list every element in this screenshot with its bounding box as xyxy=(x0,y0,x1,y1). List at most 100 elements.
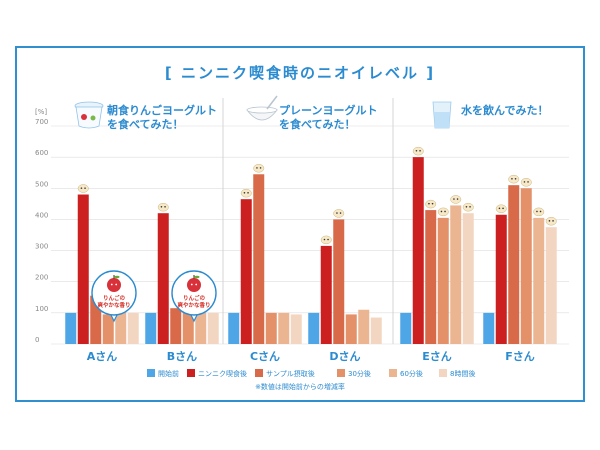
grid-lines: 0 100 200 300 400 500 600 700 [%] xyxy=(35,98,569,345)
face-eye xyxy=(552,220,554,222)
bubble-text-line1: りんごの xyxy=(103,294,126,302)
bar xyxy=(533,217,545,344)
smell-face-icon xyxy=(437,207,449,217)
bar xyxy=(102,314,114,344)
y-tick-label: 200 xyxy=(35,274,48,282)
face-eye xyxy=(527,181,529,183)
bar xyxy=(90,295,102,344)
face-eye xyxy=(453,198,455,200)
apple-stem xyxy=(113,275,115,279)
group-title-line1: 朝食りんごヨーグルト xyxy=(107,103,217,117)
bubble-text-line2: 爽やかな香り xyxy=(177,301,210,309)
y-tick-label: 400 xyxy=(35,211,48,219)
smell-face-icon xyxy=(412,146,424,156)
face-eye xyxy=(536,210,538,213)
smell-face-icon xyxy=(508,174,520,184)
x-category-label: Eさん xyxy=(422,350,452,363)
face-head xyxy=(253,164,265,173)
apple-body xyxy=(187,278,201,292)
bar xyxy=(182,311,194,344)
apple-leaf xyxy=(194,275,200,279)
apple-body xyxy=(107,278,121,292)
apple-icon xyxy=(107,275,121,292)
legend-item: 60分後 xyxy=(389,369,423,378)
apple-eye xyxy=(110,283,113,286)
smell-face-icon xyxy=(495,204,507,214)
legend-swatch xyxy=(255,369,263,377)
face-eye xyxy=(164,206,166,208)
face-head xyxy=(240,188,252,198)
face-head xyxy=(450,195,462,204)
smell-face-icon xyxy=(77,184,89,193)
face-eye xyxy=(80,187,83,189)
legend-swatch xyxy=(389,369,397,377)
x-category-label: Dさん xyxy=(329,350,360,363)
legend-label: 開始前 xyxy=(158,369,179,378)
apple-icon xyxy=(187,275,201,292)
bar-face-icons xyxy=(77,146,557,245)
face-eye xyxy=(440,210,443,213)
face-eye xyxy=(548,220,551,222)
face-head xyxy=(425,199,437,209)
face-eye xyxy=(511,177,513,180)
chart-note: ※数値は開始前からの増減率 xyxy=(255,382,345,391)
face-head xyxy=(508,174,520,184)
smell-face-icon xyxy=(157,202,169,212)
smell-face-icon xyxy=(450,195,462,204)
bar xyxy=(228,312,240,344)
bubble-circle xyxy=(91,270,137,316)
face-head xyxy=(333,209,345,218)
bar xyxy=(545,227,557,344)
group-title-line1: プレーンヨーグルト xyxy=(279,103,377,117)
smell-face-icon xyxy=(462,202,474,212)
smell-face-icon xyxy=(333,209,345,218)
bar xyxy=(65,312,77,344)
smell-face-icon xyxy=(520,178,532,187)
apple-eye xyxy=(190,283,193,286)
chart-canvas: [ ニンニク喫食時のニオイレベル ] 0 100 200 300 400 500 600 70… xyxy=(35,64,569,391)
bar xyxy=(495,214,507,344)
face-head xyxy=(533,207,545,217)
bar xyxy=(437,217,449,344)
y-tick-label: 0 xyxy=(35,336,39,344)
glass-water xyxy=(434,112,450,128)
bar xyxy=(400,312,412,344)
spoon xyxy=(266,95,278,110)
bubble-text-line2: 爽やかな香り xyxy=(97,301,130,309)
bar xyxy=(170,308,182,344)
smell-face-icon xyxy=(533,207,545,217)
face-eye xyxy=(498,207,501,210)
x-category-label: Aさん xyxy=(87,350,118,363)
bar xyxy=(195,312,207,344)
legend-item: サンプル摂取後 xyxy=(255,369,315,378)
face-eye xyxy=(323,238,326,241)
bar xyxy=(240,199,252,344)
bar xyxy=(290,314,302,344)
bar xyxy=(425,210,437,344)
face-eye xyxy=(428,202,430,205)
legend-label: 30分後 xyxy=(348,369,371,378)
x-category-label: Fさん xyxy=(505,350,535,363)
bowl-rim xyxy=(246,106,278,114)
legend-swatch xyxy=(439,369,447,377)
bar xyxy=(450,205,462,344)
face-eye xyxy=(419,149,421,152)
water-glass-icon xyxy=(432,101,452,129)
legend-label: ニンニク喫食後 xyxy=(198,369,247,378)
face-head xyxy=(157,202,169,212)
bar xyxy=(253,174,265,344)
y-tick-label: 700 xyxy=(35,118,48,126)
bar xyxy=(508,185,520,344)
legend-swatch xyxy=(337,369,345,377)
face-eye xyxy=(431,202,434,205)
bubble-text-line1: りんごの xyxy=(183,294,206,302)
bar xyxy=(278,312,290,344)
legend-label: 60分後 xyxy=(400,369,423,378)
legend-item: 開始前 xyxy=(147,369,179,378)
y-axis-label: [%] xyxy=(35,108,47,116)
face-head xyxy=(320,235,332,245)
x-category-label: Bさん xyxy=(167,350,197,363)
bar xyxy=(320,245,332,344)
face-eye xyxy=(469,206,471,208)
face-eye xyxy=(336,212,338,214)
